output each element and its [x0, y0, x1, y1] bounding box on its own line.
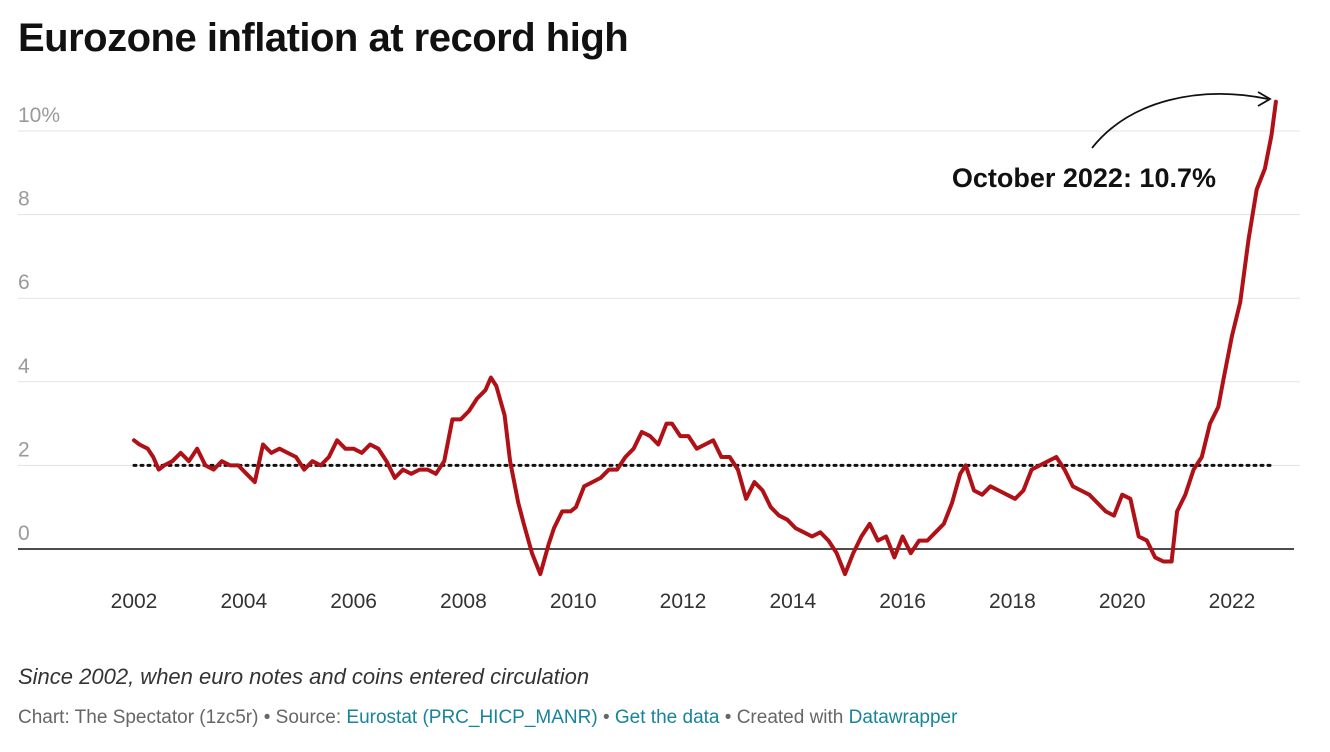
- source-label: Source:: [275, 707, 347, 728]
- chart-footer: Chart: The Spectator (1zc5r) • Source: E…: [18, 707, 957, 729]
- arrow-head: [1257, 91, 1272, 107]
- source-link[interactable]: Eurostat (PRC_HICP_MANR): [346, 707, 598, 728]
- x-tick-label: 2012: [660, 590, 707, 613]
- y-tick-label: 0: [18, 522, 30, 545]
- x-tick-label: 2004: [220, 590, 267, 613]
- y-tick-label: 6: [18, 271, 30, 294]
- x-tick-label: 2022: [1209, 590, 1256, 613]
- x-tick-label: 2020: [1099, 590, 1146, 613]
- x-tick-label: 2002: [111, 590, 158, 613]
- annotation-arrow: [1091, 93, 1269, 149]
- inflation-series-line: [132, 99, 1278, 577]
- x-tick-label: 2018: [989, 590, 1036, 613]
- created-with-label: Created with: [736, 707, 849, 728]
- y-tick-label: 10%: [18, 104, 60, 127]
- x-tick-label: 2014: [769, 590, 816, 613]
- get-the-data-link[interactable]: Get the data: [614, 707, 720, 728]
- x-tick-label: 2008: [440, 590, 487, 613]
- x-tick-label: 2010: [550, 590, 597, 613]
- footer-separator: •: [597, 707, 615, 728]
- chart-credit: Chart: The Spectator (1zc5r): [18, 707, 259, 728]
- x-axis-ticks: 2002 2004 2006 2008 2010 2012 2014 2016 2018 2020…: [111, 590, 1256, 613]
- y-tick-label: 8: [18, 188, 30, 211]
- chart-subtitle: Since 2002, when euro notes and coins en…: [18, 664, 590, 689]
- footer-separator: •: [719, 707, 737, 728]
- x-tick-label: 2016: [879, 590, 926, 613]
- gridlines: [18, 130, 1300, 466]
- peak-annotation: October 2022: 10.7%: [952, 163, 1216, 193]
- footer-separator: •: [258, 707, 276, 728]
- y-tick-label: 2: [18, 438, 30, 461]
- line-chart: 10% 8 6 4 2 0 2002 2004 2006 2008 2010 2012 2014 201…: [18, 91, 1300, 613]
- datawrapper-link[interactable]: Datawrapper: [848, 707, 958, 728]
- y-axis-ticks: 10% 8 6 4 2 0: [18, 104, 60, 545]
- x-tick-label: 2006: [330, 590, 377, 613]
- chart-title: Eurozone inflation at record high: [18, 16, 629, 60]
- y-tick-label: 4: [18, 355, 30, 378]
